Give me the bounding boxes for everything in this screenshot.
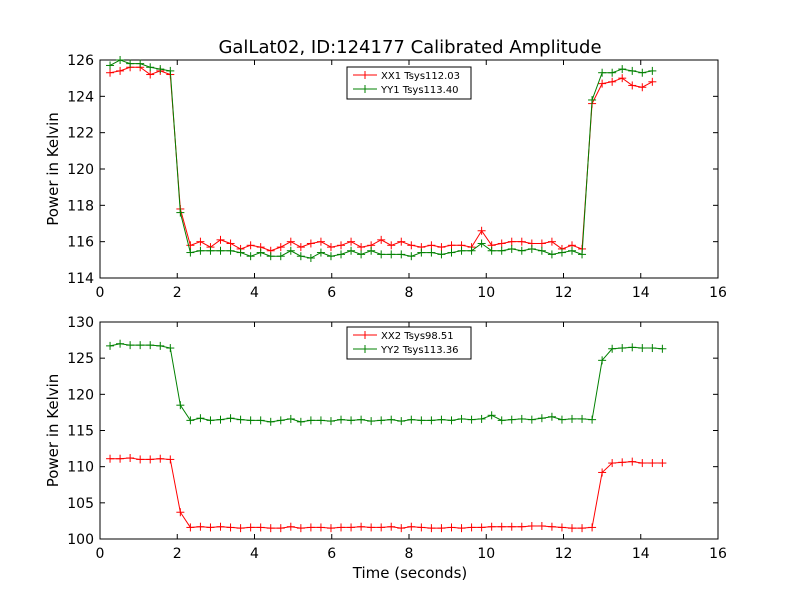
x-tick-label: 10 (477, 285, 495, 301)
y-tick-label: 124 (67, 89, 94, 105)
y-tick-label: 100 (67, 532, 94, 548)
x-tick-label: 14 (632, 285, 650, 301)
y-tick-label: 114 (67, 271, 94, 287)
x-tick-label: 4 (250, 285, 259, 301)
legend-label: XX1 Tsys112.03 (381, 71, 460, 82)
x-axis-label: Time (seconds) (352, 564, 468, 582)
y-tick-label: 118 (67, 198, 94, 214)
y-tick-label: 125 (67, 351, 94, 367)
x-tick-label: 10 (477, 546, 495, 562)
legend: XX1 Tsys112.03 YY1 Tsys113.40 (346, 66, 472, 100)
y-axis-label: Power in Kelvin (44, 374, 62, 488)
y-tick-label: 120 (67, 162, 94, 178)
y-tick-label: 110 (67, 460, 94, 476)
legend-frame (346, 326, 472, 360)
x-tick-label: 16 (709, 285, 727, 301)
y-tick-label: 126 (67, 53, 94, 69)
legend-frame (346, 66, 472, 100)
x-tick-label: 8 (405, 285, 414, 301)
y-tick-label: 120 (67, 387, 94, 403)
y-tick-label: 115 (67, 424, 94, 440)
subplot-2: 0 2 4 6 8 10 12 14 16 100 105 110 115 120 125 130 Power … (44, 315, 727, 562)
y-axis-label: Power in Kelvin (44, 112, 62, 226)
subplot-1: 0 2 4 6 8 10 12 14 16 114 116 118 120 122 124 126 Power … (44, 53, 727, 301)
x-tick-label: 2 (173, 546, 182, 562)
x-tick-label: 6 (327, 285, 336, 301)
x-tick-label: 8 (405, 546, 414, 562)
x-tick-label: 12 (555, 285, 573, 301)
legend-label: YY2 Tsys113.36 (380, 345, 459, 356)
x-tick-label: 2 (173, 285, 182, 301)
x-tick-label: 6 (327, 546, 336, 562)
y-tick-label: 105 (67, 496, 94, 512)
legend: XX2 Tsys98.51 YY2 Tsys113.36 (346, 326, 472, 360)
legend-label: YY1 Tsys113.40 (380, 85, 459, 96)
series-2 (106, 339, 667, 426)
x-tick-label: 0 (96, 285, 105, 301)
x-tick-label: 0 (96, 546, 105, 562)
x-tick-label: 4 (250, 546, 259, 562)
x-tick-label: 12 (555, 546, 573, 562)
y-tick-label: 122 (67, 126, 94, 142)
x-tick-label: 14 (632, 546, 650, 562)
y-tick-label: 130 (67, 315, 94, 331)
figure-title: GalLat02, ID:124177 Calibrated Amplitude (218, 37, 601, 58)
plots-container: 0 2 4 6 8 10 12 14 16114116118120122124126Power … (44, 53, 727, 562)
series-2 (106, 56, 657, 263)
y-tick-label: 116 (67, 235, 94, 251)
x-tick-label: 16 (709, 546, 727, 562)
legend-label: XX2 Tsys98.51 (381, 331, 454, 342)
series-1 (106, 453, 667, 533)
